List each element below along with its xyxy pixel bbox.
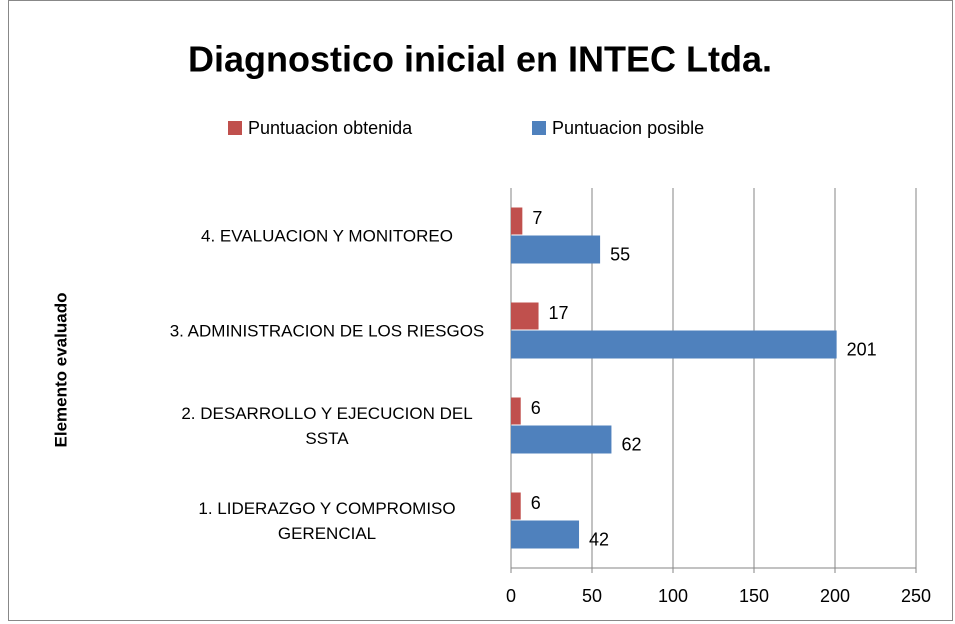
bar [511, 235, 601, 264]
x-tick-label: 0 [506, 586, 516, 606]
data-label: 42 [589, 529, 609, 549]
y-tick-label: 4. EVALUACION Y MONITOREO [201, 226, 453, 245]
x-tick-label: 50 [582, 586, 602, 606]
bar [511, 302, 539, 330]
legend-label: Puntuacion obtenida [248, 118, 413, 138]
bar [511, 425, 612, 454]
data-label: 6 [531, 398, 541, 418]
legend-swatch [228, 121, 242, 135]
x-tick-label: 100 [658, 586, 688, 606]
x-tick-label: 200 [820, 586, 850, 606]
chart-border [8, 0, 953, 621]
data-label: 62 [621, 434, 641, 454]
data-label: 17 [549, 303, 569, 323]
bar [511, 207, 523, 235]
y-axis-title: Elemento evaluado [51, 293, 70, 448]
x-tick-label: 150 [739, 586, 769, 606]
x-tick-label: 250 [901, 586, 931, 606]
bar [511, 492, 521, 520]
data-label: 6 [531, 493, 541, 513]
y-tick-label: 3. ADMINISTRACION DE LOS RIESGOS [169, 321, 485, 340]
data-label: 201 [847, 339, 877, 359]
y-tick-label: 2. DESARROLLO Y EJECUCION DEL SSTA [181, 403, 473, 448]
legend-swatch [532, 121, 546, 135]
bar [511, 520, 580, 549]
chart-title: Diagnostico inicial en INTEC Ltda. [188, 39, 772, 80]
bar [511, 330, 837, 359]
data-label: 7 [532, 208, 542, 228]
legend-label: Puntuacion posible [552, 118, 704, 138]
y-tick-label: 1. LIDERAZGO Y COMPROMISO GERENCIAL [198, 498, 456, 543]
bar [511, 397, 521, 425]
data-label: 55 [610, 244, 630, 264]
